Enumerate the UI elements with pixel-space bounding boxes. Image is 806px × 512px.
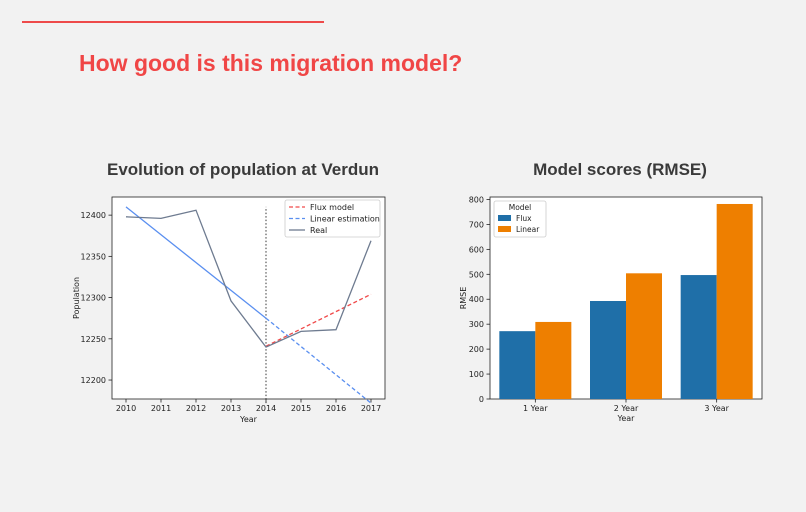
- line-chart-legend: Flux model Linear estimation Real: [284, 199, 381, 238]
- legend-swatch: [498, 226, 511, 232]
- y-tick-label: 12400: [81, 211, 106, 220]
- x-tick-label: 2017: [361, 404, 381, 413]
- bar-flux: [499, 331, 536, 399]
- y-tick-label: 600: [469, 245, 484, 254]
- x-tick-label: 2013: [221, 404, 241, 413]
- x-tick-label: 3 Year: [704, 404, 729, 413]
- legend-swatch: [498, 215, 511, 221]
- y-tick-label: 700: [469, 220, 484, 229]
- y-tick-label: 12300: [81, 294, 106, 303]
- y-tick-label: 12250: [81, 335, 106, 344]
- y-tick-label: 100: [469, 370, 484, 379]
- x-axis-label: Year: [617, 414, 636, 423]
- y-tick-label: 300: [469, 320, 484, 329]
- title-underline: [22, 21, 324, 23]
- line-chart-title: Evolution of population at Verdun: [107, 160, 379, 179]
- legend-label: Linear estimation: [310, 215, 380, 224]
- y-axis-label: Population: [72, 277, 81, 319]
- legend-title: Model: [509, 203, 532, 212]
- linear-fit-line: [125, 206, 267, 319]
- bar-flux: [680, 275, 717, 399]
- x-axis-label: Year: [239, 415, 258, 424]
- y-tick-label: 12200: [81, 376, 106, 385]
- legend-label: Linear: [516, 225, 540, 234]
- bar-linear: [535, 321, 572, 399]
- y-tick-label: 0: [479, 395, 484, 404]
- bar-flux: [590, 300, 626, 399]
- legend-label: Flux: [516, 214, 532, 223]
- x-tick-label: 2011: [151, 404, 171, 413]
- y-tick-label: 800: [469, 195, 484, 204]
- series-line-flux-model: [265, 293, 372, 347]
- y-tick-label: 200: [469, 345, 484, 354]
- series-line-real: [125, 209, 372, 348]
- x-tick-label: 2016: [326, 404, 346, 413]
- x-tick-label: 2012: [186, 404, 206, 413]
- bar-chart-legend: Model Flux Linear: [493, 200, 547, 238]
- y-tick-label: 12350: [81, 252, 106, 261]
- x-tick-label: 2 Year: [614, 404, 639, 413]
- bar-linear: [716, 203, 753, 399]
- slide-title: How good is this migration model?: [79, 50, 463, 76]
- bar-chart-title: Model scores (RMSE): [533, 160, 707, 179]
- y-tick-label: 500: [469, 270, 484, 279]
- legend-box: [284, 199, 381, 238]
- y-tick-label: 400: [469, 295, 484, 304]
- bar-linear: [626, 273, 662, 399]
- x-tick-label: 1 Year: [523, 404, 548, 413]
- y-axis-label: RMSE: [459, 287, 468, 310]
- legend-label: Flux model: [310, 203, 354, 212]
- series-line-linear-estimation: [265, 317, 372, 404]
- x-tick-label: 2015: [291, 404, 311, 413]
- x-tick-label: 2010: [116, 404, 136, 413]
- x-tick-label: 2014: [256, 404, 276, 413]
- legend-label: Real: [310, 226, 327, 235]
